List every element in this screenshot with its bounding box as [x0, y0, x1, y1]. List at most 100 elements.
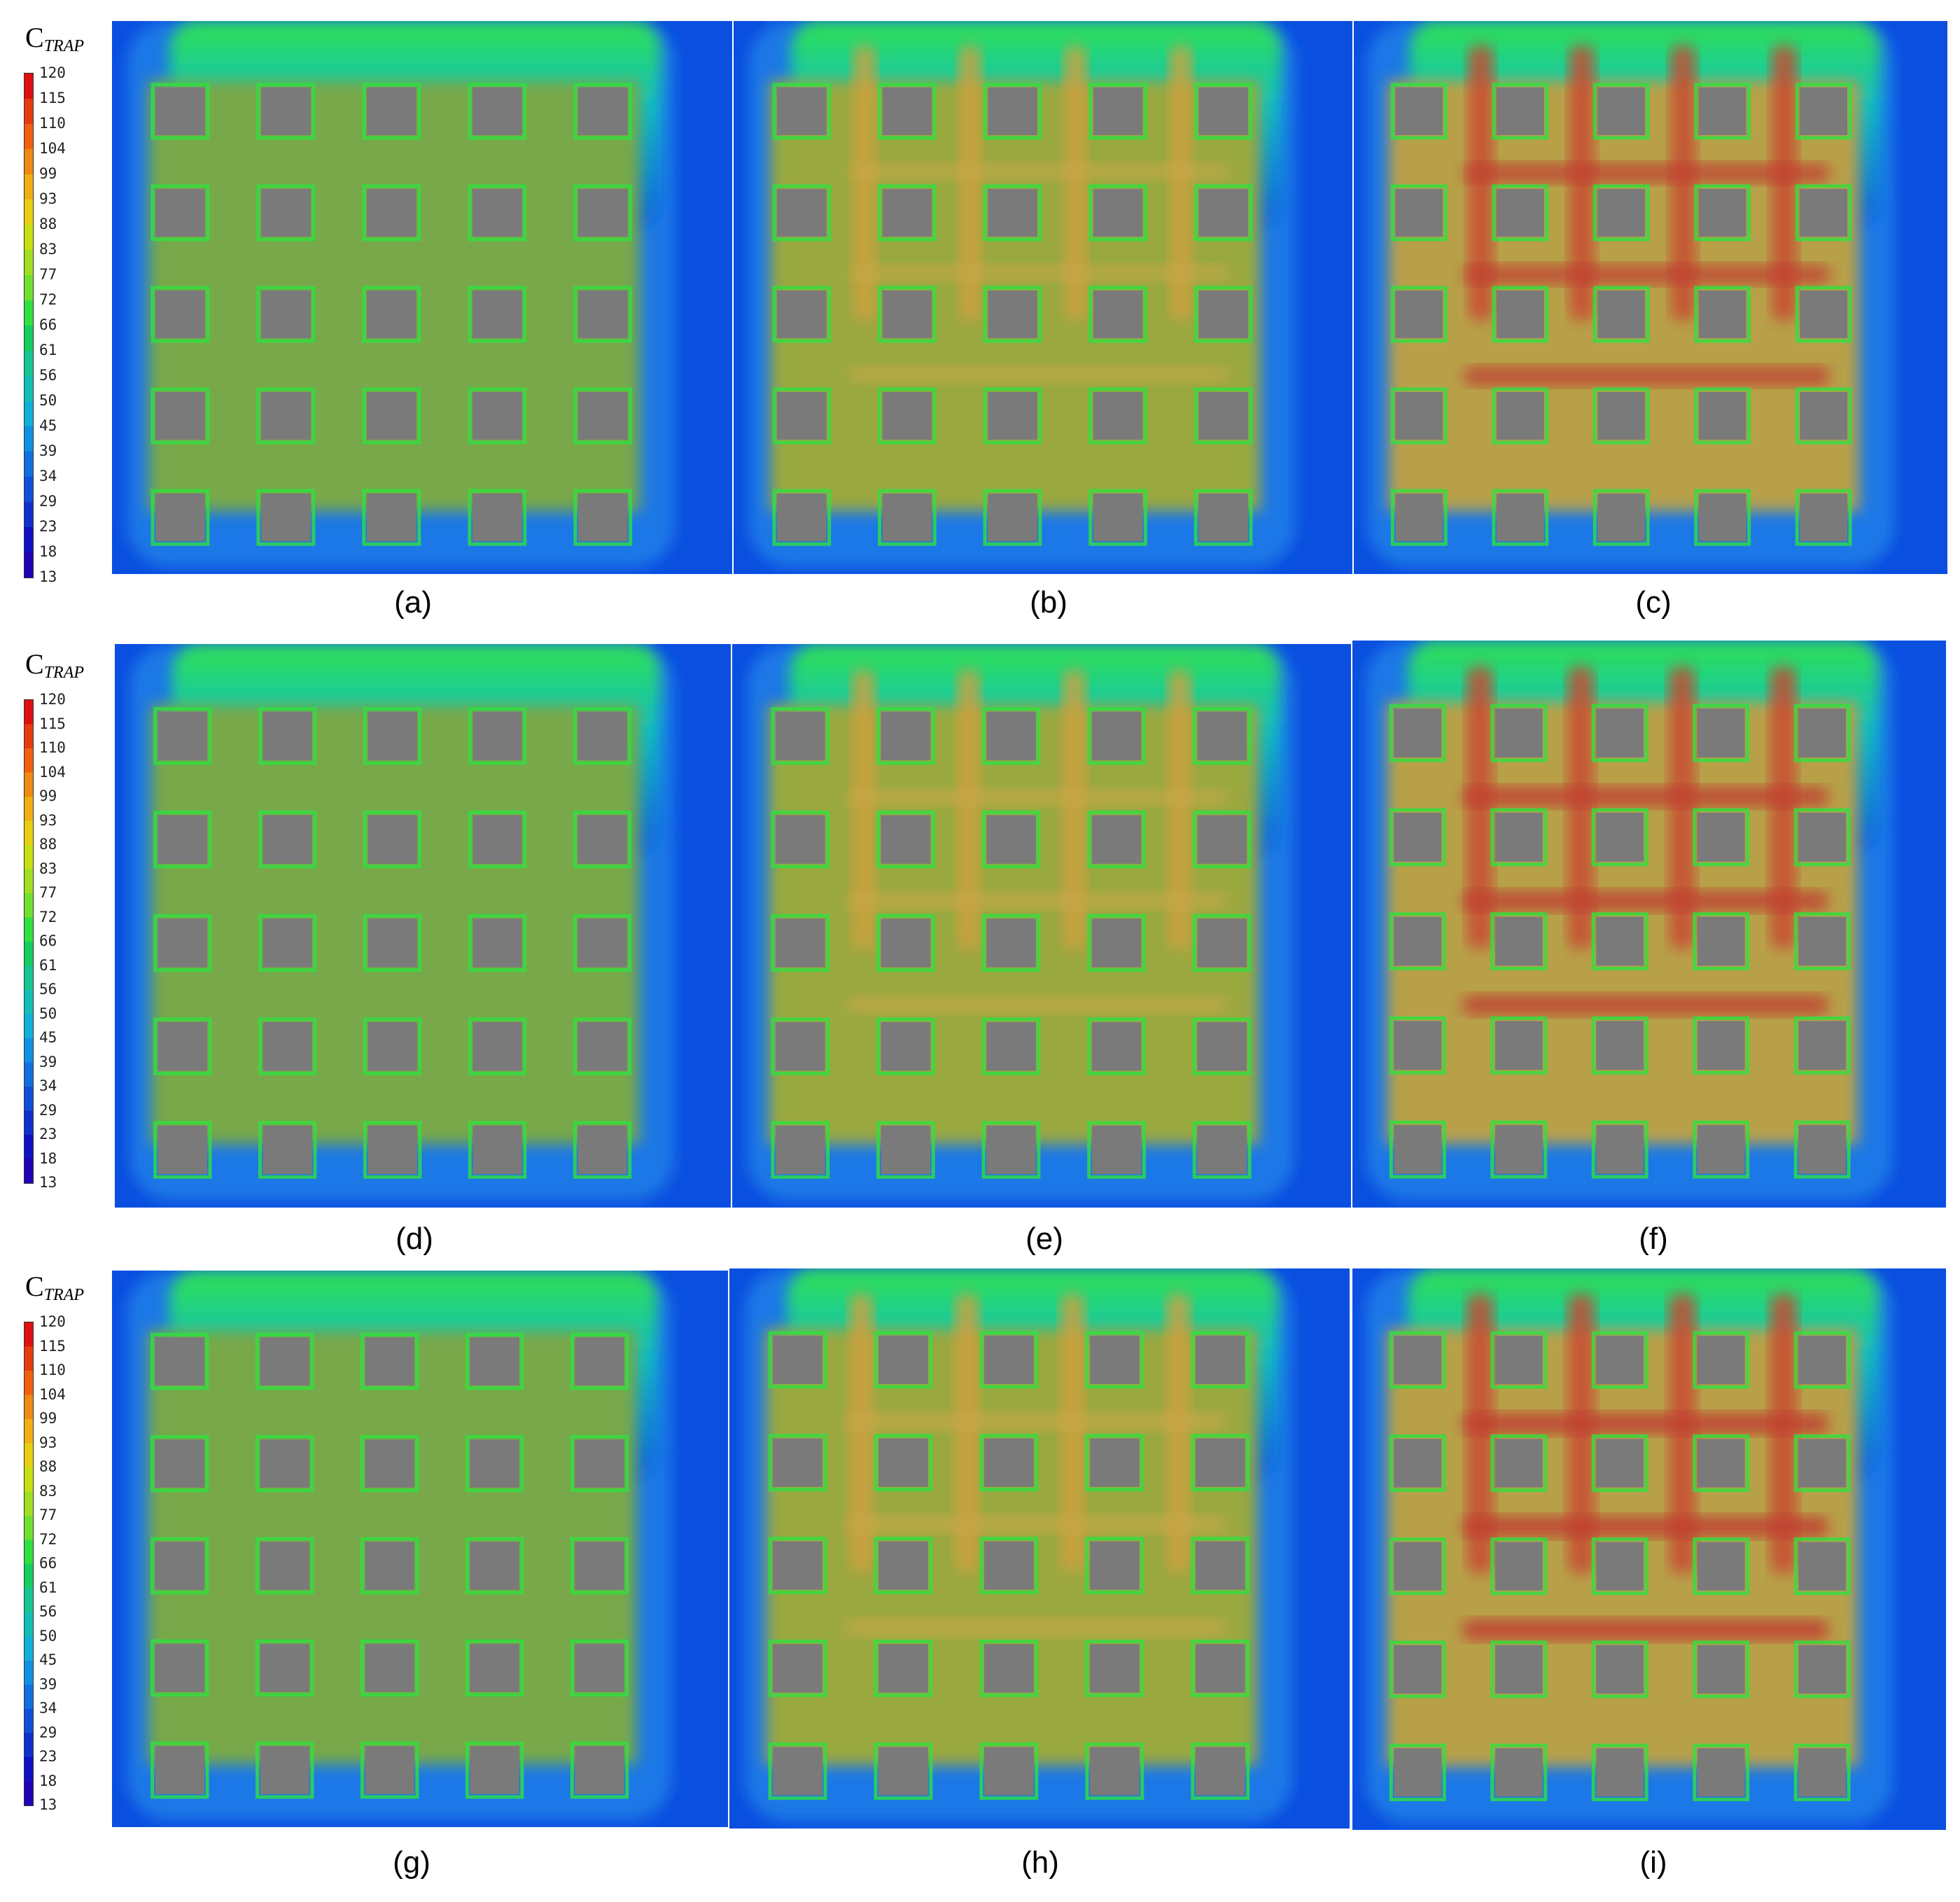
- block-edge: [1793, 1331, 1851, 1389]
- block-edge: [1490, 1434, 1548, 1492]
- building-block: [1697, 1021, 1745, 1070]
- building-block: [262, 1022, 312, 1071]
- building-block: [578, 290, 628, 339]
- block-edge: [258, 1017, 317, 1076]
- block-edge: [1085, 1639, 1144, 1698]
- building-block: [1195, 1644, 1245, 1693]
- block-edge: [1085, 1537, 1144, 1595]
- building-block: [368, 1022, 417, 1071]
- colorbar-tick-label: 56: [39, 367, 57, 384]
- building-block: [1798, 1125, 1847, 1175]
- colorbar-tick-label: 99: [39, 1410, 57, 1427]
- block-edge: [1087, 1017, 1146, 1076]
- block-edge: [360, 1434, 419, 1492]
- building-block: [1197, 918, 1247, 967]
- block-edge: [1793, 704, 1851, 762]
- block-edge: [1793, 808, 1851, 867]
- block-edge: [360, 1537, 419, 1595]
- building-block: [1494, 1021, 1543, 1070]
- building-block: [1597, 391, 1646, 440]
- street-concentration-streak: [1462, 1619, 1828, 1640]
- building-block: [1800, 188, 1848, 237]
- block-edge: [1694, 286, 1751, 343]
- street-concentration-streak: [1462, 1413, 1828, 1434]
- building-block: [472, 918, 522, 967]
- block-edge: [877, 184, 937, 242]
- block-edge: [874, 1742, 933, 1800]
- street-concentration-streak: [848, 265, 1230, 281]
- building-block: [775, 1125, 825, 1175]
- block-edge: [573, 387, 633, 445]
- block-edge: [363, 707, 422, 765]
- building-block: [366, 290, 416, 339]
- building-block: [1089, 1541, 1140, 1590]
- building-block: [158, 1125, 208, 1175]
- block-edge: [771, 914, 830, 972]
- building-block: [881, 918, 931, 967]
- block-edge: [981, 707, 1041, 765]
- building-block: [775, 815, 825, 864]
- building-block: [575, 1644, 624, 1692]
- block-edge: [255, 1639, 314, 1697]
- block-edge: [1490, 808, 1548, 867]
- block-edge: [981, 1121, 1041, 1179]
- building-block: [1698, 188, 1746, 237]
- building-block: [1394, 1021, 1442, 1070]
- building-block: [882, 87, 932, 135]
- colorbar-tick-label: 88: [39, 1458, 57, 1475]
- block-edge: [258, 914, 317, 972]
- block-edge: [771, 1017, 830, 1076]
- block-edge: [1592, 184, 1650, 242]
- block-edge: [1192, 707, 1252, 765]
- block-edge: [1192, 810, 1252, 869]
- building-block: [1494, 1541, 1543, 1591]
- building-block: [776, 494, 827, 542]
- block-edge: [874, 1537, 933, 1595]
- building-block: [1091, 1022, 1142, 1071]
- block-edge: [570, 1741, 629, 1799]
- building-block: [578, 494, 628, 542]
- block-edge: [1793, 1743, 1851, 1802]
- colorbar-tick-label: 110: [39, 1362, 66, 1378]
- building-block: [155, 1439, 205, 1488]
- building-block: [983, 1541, 1034, 1590]
- street-concentration-streak: [1166, 1294, 1190, 1573]
- block-edge: [362, 489, 421, 546]
- block-edge: [1490, 1016, 1548, 1075]
- building-block: [1800, 391, 1848, 440]
- building-block: [1596, 1021, 1644, 1070]
- block-edge: [468, 1017, 527, 1076]
- building-block: [1697, 1645, 1745, 1694]
- street-concentration-streak: [846, 996, 1228, 1013]
- street-concentration-streak: [848, 163, 1230, 179]
- colorbar-tick-label: 72: [39, 908, 57, 925]
- building-block: [575, 1439, 624, 1488]
- block-edge: [1191, 1331, 1250, 1389]
- building-block: [1395, 494, 1443, 542]
- block-edge: [1389, 808, 1446, 867]
- caption-c: (c): [1635, 585, 1672, 620]
- building-block: [1093, 87, 1143, 135]
- building-block: [1195, 1541, 1245, 1590]
- block-edge: [468, 184, 527, 242]
- block-edge: [256, 387, 316, 445]
- block-edge: [1693, 1743, 1750, 1802]
- block-edge: [1693, 1331, 1750, 1389]
- building-block: [773, 1336, 822, 1385]
- building-block: [986, 815, 1036, 864]
- street-concentration-streak: [844, 1516, 1227, 1533]
- building-block: [158, 711, 208, 761]
- colorbar-tick-label: 45: [39, 417, 57, 434]
- street-concentration-streak: [1464, 366, 1830, 386]
- building-block: [155, 290, 205, 339]
- colorbar-tick-label: 93: [39, 190, 57, 207]
- block-edge: [876, 1121, 935, 1179]
- block-edge: [1591, 1331, 1648, 1389]
- building-block: [1496, 188, 1544, 237]
- building-block: [155, 391, 205, 440]
- block-edge: [1490, 704, 1548, 762]
- block-edge: [1192, 914, 1252, 972]
- colorbar-tick-label: 110: [39, 115, 66, 132]
- building-block: [1394, 1336, 1442, 1385]
- building-block: [1198, 290, 1249, 339]
